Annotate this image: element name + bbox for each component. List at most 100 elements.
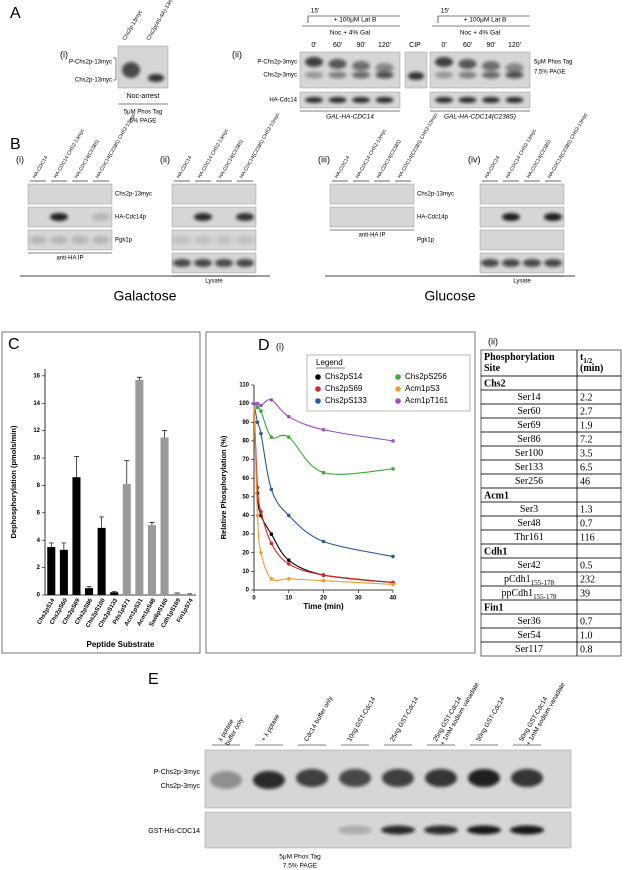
x-axis-label: Time (min)	[303, 602, 344, 611]
band	[92, 213, 110, 221]
data-point	[286, 558, 291, 562]
band	[425, 769, 457, 787]
error-bar	[61, 542, 67, 550]
blot	[329, 183, 415, 205]
blot	[329, 206, 415, 228]
bar	[185, 594, 194, 595]
band	[29, 236, 47, 244]
table-value: 0.7	[580, 518, 593, 529]
band	[435, 71, 453, 79]
lane-label: HA-CDC14	[176, 155, 194, 180]
lane-label-group: 50ng GST-Cdc14	[475, 696, 506, 743]
y-tick-label: 10	[33, 456, 40, 462]
data-point	[321, 539, 326, 544]
blot	[299, 91, 401, 109]
band	[71, 236, 89, 244]
table-site: Ser54	[517, 630, 540, 641]
lane-label: 25ng GST-Cdc14	[389, 696, 420, 743]
y-tick-label: 10	[242, 569, 249, 575]
lane-label: 50ng GST-Cdc14	[475, 696, 506, 743]
subpanel-label: (i)	[16, 154, 24, 164]
band	[468, 769, 500, 787]
lane-label: HA-CDC14	[334, 155, 352, 180]
table-site-text: Ser133	[515, 462, 543, 473]
y-tick-label: 30	[242, 532, 249, 538]
y-tick-label: 6	[37, 510, 41, 516]
table-site-text: Thr161	[514, 532, 543, 543]
table-value: 1.0	[580, 630, 593, 641]
legend-marker	[395, 386, 401, 392]
table-site-text: Ser14	[517, 392, 540, 403]
data-point	[255, 405, 260, 410]
lane-label-group: HA-CDC14(C238S) CHS2-13myc	[239, 112, 282, 180]
band	[215, 259, 233, 267]
band	[194, 259, 212, 267]
band	[482, 61, 500, 71]
arrow	[307, 15, 400, 23]
table-value: 0.5	[580, 560, 593, 571]
data-point	[391, 582, 395, 587]
lane-label-group: Cdc14 buffer only	[303, 695, 335, 743]
error-bar	[149, 522, 155, 526]
row-label: Chs2p-13myc	[417, 192, 454, 198]
band	[381, 825, 415, 835]
band	[296, 769, 328, 787]
bar	[47, 547, 56, 595]
data-point	[269, 577, 274, 581]
band	[173, 259, 191, 267]
band	[352, 71, 370, 79]
error-bar	[73, 456, 79, 478]
treatment-label: + 100μM Lat B	[334, 17, 377, 24]
table-header: t1/2 (min)	[580, 352, 603, 374]
lane-label-group: 50ng GST-Cdc14+ 1mM sodium vanadate	[518, 681, 567, 747]
data-point	[269, 532, 274, 536]
data-point	[269, 541, 274, 546]
error-bar	[48, 542, 54, 548]
lane-label-group: HA-CDC14	[484, 155, 502, 180]
table-site: Ser42	[517, 560, 540, 571]
legend-marker	[395, 398, 401, 404]
data-point	[269, 398, 274, 402]
table-cell	[576, 543, 622, 559]
y-tick-label: 14	[33, 401, 40, 407]
table-site-text: Ser100	[515, 448, 543, 459]
time-label: 60'	[463, 42, 472, 49]
lane-label: Cdc14 buffer only	[303, 695, 335, 743]
legend-label: Acm1pS3	[405, 384, 440, 393]
lane-label: + 1mM sodium vanadate	[439, 681, 481, 747]
table-site-text: pCdh1	[504, 574, 531, 585]
bar	[160, 437, 169, 595]
table-site: pCdh1155-178	[504, 574, 555, 586]
table-site: Thr161	[514, 532, 543, 543]
band	[305, 57, 323, 67]
table-site-sub: 155-178	[531, 579, 555, 587]
condition-label: Noc-arrest	[127, 93, 160, 100]
time-label: 15'	[311, 8, 319, 15]
band	[236, 213, 254, 221]
band	[482, 71, 500, 79]
band	[305, 71, 323, 79]
table-group: Acm1	[484, 490, 509, 501]
band	[458, 59, 477, 69]
data-point	[255, 513, 260, 518]
table-value: 6.5	[580, 462, 593, 473]
subpanel-label: (i)	[276, 341, 284, 351]
band	[424, 825, 458, 835]
y-tick-label: 0	[246, 588, 250, 594]
y-tick-label: 8	[37, 483, 41, 489]
y-tick-label: 20	[242, 550, 249, 556]
table-site-text: Ser54	[517, 630, 540, 641]
band	[375, 71, 394, 79]
row-label: HA-Cdc14p	[115, 215, 147, 221]
band	[544, 213, 562, 221]
x-tick-label: 40	[390, 596, 397, 602]
data-point	[321, 470, 326, 475]
table-cell	[576, 487, 622, 503]
y-tick-label: 60	[242, 476, 249, 482]
blot-footer: anti-HA IP	[56, 256, 83, 262]
gel-label: 5μM Phos Tag	[279, 854, 321, 861]
data-point	[286, 513, 291, 518]
y-tick-label: 0	[37, 593, 41, 599]
panel-label: E	[148, 671, 159, 688]
time-label: 0'	[441, 42, 446, 49]
